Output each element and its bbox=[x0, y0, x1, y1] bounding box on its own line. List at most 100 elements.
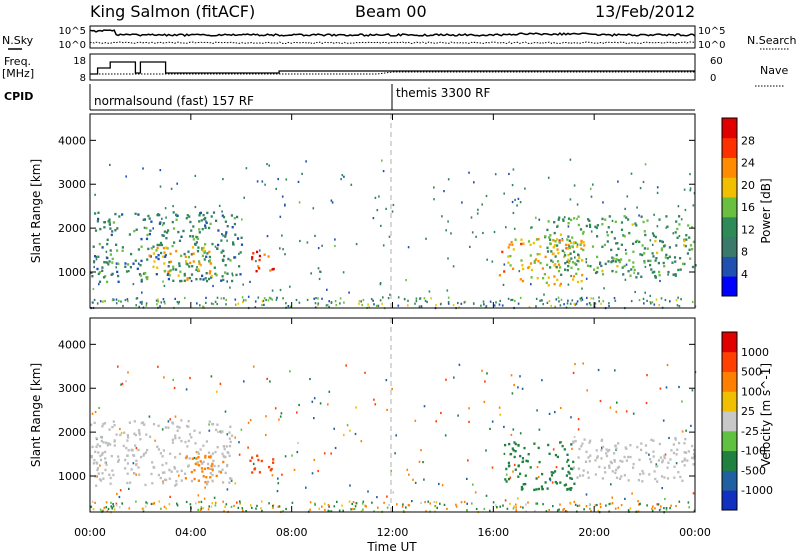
velocity-speckle-cell bbox=[512, 470, 514, 473]
velocity-echo-cell bbox=[95, 445, 98, 449]
velocity-near-range-cell bbox=[383, 501, 385, 504]
velocity-echo-cell bbox=[140, 455, 143, 459]
power-colorbar-swatch bbox=[722, 157, 737, 178]
velocity-near-range-cell bbox=[562, 508, 564, 511]
power-echo-cell bbox=[558, 284, 562, 287]
power-echo-cell bbox=[612, 259, 615, 263]
power-colorbar-swatch bbox=[722, 256, 737, 277]
velocity-near-range-cell bbox=[483, 507, 486, 510]
power-echo-cell bbox=[114, 229, 117, 232]
power-speckle-cell bbox=[245, 167, 248, 170]
velocity-echo-cell bbox=[211, 462, 214, 466]
power-speckle-cell bbox=[331, 201, 334, 204]
power-speckle-cell bbox=[606, 231, 608, 234]
velocity-speckle-cell bbox=[665, 386, 668, 389]
power-echo-cell bbox=[215, 219, 218, 222]
power-speckle-cell bbox=[142, 167, 144, 170]
power-speckle-cell bbox=[563, 216, 566, 219]
power-echo-cell bbox=[665, 215, 668, 218]
velocity-near-range-cell bbox=[282, 510, 284, 513]
power-speckle-cell bbox=[445, 229, 447, 232]
velocity-speckle-cell bbox=[173, 386, 176, 389]
power-echo-cell bbox=[616, 265, 619, 268]
power-echo-cell bbox=[558, 239, 561, 242]
power-speckle-cell bbox=[514, 198, 516, 201]
power-echo-cell bbox=[667, 270, 670, 274]
velocity-echo-cell bbox=[520, 485, 523, 489]
power-echo-cell bbox=[635, 224, 638, 227]
velocity-speckle-cell bbox=[611, 496, 613, 499]
velocity-echo-cell bbox=[146, 448, 149, 452]
velocity-echo-cell bbox=[576, 476, 579, 479]
velocity-echo-cell bbox=[162, 481, 165, 485]
velocity-echo-cell bbox=[190, 436, 193, 439]
power-near-range-cell bbox=[326, 303, 329, 307]
power-near-range-cell bbox=[317, 304, 319, 307]
power-near-range-cell bbox=[157, 300, 160, 303]
velocity-echo-cell bbox=[594, 473, 597, 476]
velocity-echo-cell bbox=[173, 466, 176, 469]
velocity-speckle-cell bbox=[234, 482, 237, 485]
power-near-range-cell bbox=[499, 299, 501, 302]
velocity-scatter bbox=[90, 362, 697, 514]
power-echo-cell bbox=[569, 252, 572, 255]
velocity-echo-cell bbox=[602, 445, 605, 449]
velocity-near-range-cell bbox=[176, 502, 178, 505]
velocity-echo-cell bbox=[202, 444, 205, 447]
velocity-echo-cell bbox=[661, 461, 664, 464]
power-echo-cell bbox=[183, 274, 186, 277]
velocity-speckle-cell bbox=[491, 420, 494, 423]
power-speckle-cell bbox=[125, 175, 127, 178]
power-near-range-cell bbox=[269, 297, 272, 300]
power-speckle-cell bbox=[508, 172, 510, 176]
velocity-colorbar-swatch bbox=[722, 470, 737, 491]
power-echo-cell bbox=[191, 265, 194, 268]
velocity-echo-cell bbox=[153, 466, 156, 469]
power-echo-cell bbox=[553, 245, 556, 249]
power-echo-cell bbox=[576, 280, 580, 284]
power-echo-cell bbox=[612, 257, 615, 260]
velocity-speckle-cell bbox=[692, 492, 695, 495]
power-echo-cell bbox=[200, 219, 203, 222]
velocity-near-range-cell bbox=[260, 507, 262, 510]
power-echo-cell bbox=[571, 245, 574, 248]
power-near-range-cell bbox=[214, 300, 217, 303]
velocity-echo-cell bbox=[208, 455, 211, 458]
power-echo-cell bbox=[116, 270, 119, 274]
power-speckle-cell bbox=[222, 178, 224, 181]
velocity-echo-cell bbox=[547, 443, 550, 447]
velocity-speckle-cell bbox=[408, 473, 410, 476]
velocity-echo-cell bbox=[210, 454, 213, 458]
velocity-speckle-cell bbox=[234, 436, 236, 439]
velocity-speckle-cell bbox=[121, 382, 124, 385]
velocity-echo-cell bbox=[683, 451, 686, 454]
velocity-echo-cell bbox=[111, 425, 114, 429]
velocity-echo-cell bbox=[613, 452, 616, 455]
power-echo-cell bbox=[240, 243, 244, 246]
power-near-range-cell bbox=[614, 299, 617, 302]
velocity-speckle-cell bbox=[466, 502, 468, 505]
velocity-echo-cell bbox=[205, 476, 208, 479]
power-echo-cell bbox=[155, 273, 158, 276]
velocity-echo-cell bbox=[228, 431, 231, 434]
velocity-speckle-cell bbox=[210, 375, 213, 378]
power-echo-cell bbox=[162, 222, 165, 225]
power-echo-cell bbox=[209, 270, 212, 273]
velocity-echo-cell bbox=[535, 488, 538, 491]
velocity-speckle-cell bbox=[385, 379, 388, 382]
velocity-near-range-cell bbox=[599, 506, 602, 509]
power-echo-cell bbox=[215, 274, 218, 277]
velocity-speckle-cell bbox=[467, 459, 469, 462]
velocity-echo-cell bbox=[663, 476, 666, 479]
velocity-near-range-cell bbox=[328, 510, 331, 513]
velocity-echo-cell bbox=[213, 464, 216, 468]
velocity-echo-cell bbox=[167, 426, 170, 429]
power-near-range-cell bbox=[373, 303, 375, 306]
power-near-range-cell bbox=[263, 303, 265, 306]
velocity-echo-cell bbox=[143, 423, 146, 426]
power-near-range-cell bbox=[541, 299, 543, 302]
power-colorbar-tick: 4 bbox=[741, 268, 748, 281]
power-colorbar-tick: 28 bbox=[741, 134, 755, 147]
power-near-range-cell bbox=[367, 303, 369, 306]
velocity-speckle-cell bbox=[582, 362, 584, 365]
